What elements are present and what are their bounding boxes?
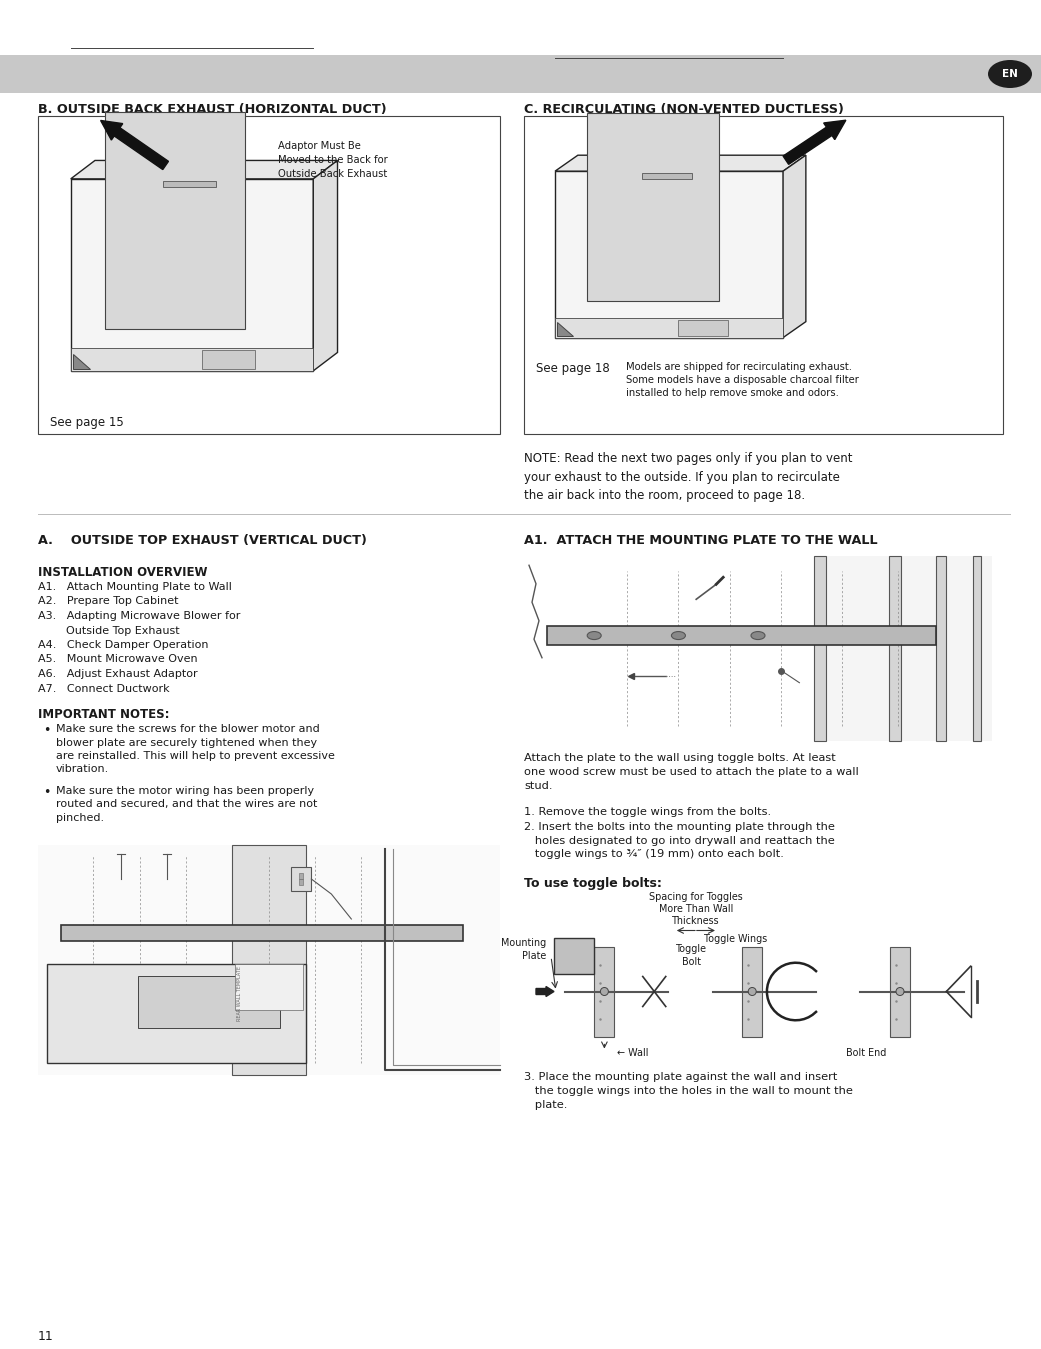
Bar: [71, 348, 313, 371]
Bar: [39, 116, 500, 434]
Bar: [0, 55, 1041, 93]
Text: A1.  ATTACH THE MOUNTING PLATE TO THE WALL: A1. ATTACH THE MOUNTING PLATE TO THE WAL…: [524, 534, 878, 546]
Text: C. RECIRCULATING (NON-VENTED DUCTLESS): C. RECIRCULATING (NON-VENTED DUCTLESS): [524, 103, 844, 116]
Text: holes designated to go into drywall and reattach the: holes designated to go into drywall and …: [524, 835, 835, 846]
Text: Bolt End: Bolt End: [846, 1048, 887, 1059]
Text: 2. Insert the bolts into the mounting plate through the: 2. Insert the bolts into the mounting pl…: [524, 822, 835, 832]
FancyArrow shape: [101, 120, 169, 170]
Text: Outside Top Exhaust: Outside Top Exhaust: [39, 626, 180, 635]
Text: blower plate are securely tightened when they: blower plate are securely tightened when…: [56, 738, 318, 747]
Bar: [678, 320, 729, 336]
Text: Make sure the motor wiring has been properly: Make sure the motor wiring has been prop…: [56, 786, 314, 796]
Text: Mounting
Plate: Mounting Plate: [501, 939, 545, 960]
Text: pinched.: pinched.: [56, 813, 104, 823]
Text: B. OUTSIDE BACK EXHAUST (HORIZONTAL DUCT): B. OUTSIDE BACK EXHAUST (HORIZONTAL DUCT…: [39, 103, 386, 116]
Text: ← Wall: ← Wall: [617, 1048, 649, 1059]
Bar: [47, 965, 306, 1063]
Text: are reinstalled. This will help to prevent excessive: are reinstalled. This will help to preve…: [56, 751, 335, 761]
FancyArrow shape: [783, 120, 846, 165]
Text: To use toggle bolts:: To use toggle bolts:: [524, 877, 662, 889]
Bar: [641, 173, 692, 179]
Text: EN: EN: [1002, 69, 1018, 80]
Text: vibration.: vibration.: [56, 765, 109, 774]
Circle shape: [896, 987, 904, 996]
Polygon shape: [73, 353, 90, 368]
Text: •: •: [43, 724, 50, 737]
Text: toggle wings to ¾″ (19 mm) onto each bolt.: toggle wings to ¾″ (19 mm) onto each bol…: [524, 849, 784, 859]
Text: installed to help remove smoke and odors.: installed to help remove smoke and odors…: [626, 389, 839, 398]
Text: See page 15: See page 15: [50, 415, 124, 429]
Polygon shape: [783, 155, 806, 337]
Bar: [548, 626, 936, 645]
Bar: [555, 171, 783, 337]
Circle shape: [601, 987, 608, 996]
Bar: [162, 181, 217, 188]
Text: INSTALLATION OVERVIEW: INSTALLATION OVERVIEW: [39, 567, 207, 579]
Bar: [202, 349, 255, 368]
Ellipse shape: [988, 59, 1032, 88]
Bar: [105, 112, 246, 329]
Polygon shape: [555, 155, 806, 171]
Text: 1. Remove the toggle wings from the bolts.: 1. Remove the toggle wings from the bolt…: [524, 807, 771, 817]
Text: Attach the plate to the wall using toggle bolts. At least
one wood screw must be: Attach the plate to the wall using toggl…: [524, 753, 859, 791]
Polygon shape: [313, 161, 337, 371]
Bar: [936, 556, 946, 741]
Bar: [300, 873, 303, 880]
Polygon shape: [557, 321, 573, 336]
Bar: [39, 844, 500, 1075]
Text: A1.   Attach Mounting Plate to Wall: A1. Attach Mounting Plate to Wall: [39, 581, 232, 592]
Bar: [587, 113, 719, 301]
Bar: [524, 116, 1002, 434]
Bar: [554, 938, 594, 974]
Bar: [235, 965, 303, 1010]
Text: A5.   Mount Microwave Oven: A5. Mount Microwave Oven: [39, 654, 198, 665]
Text: A7.   Connect Ductwork: A7. Connect Ductwork: [39, 684, 170, 693]
Text: Make sure the screws for the blower motor and: Make sure the screws for the blower moto…: [56, 724, 320, 734]
Text: IMPORTANT NOTES:: IMPORTANT NOTES:: [39, 708, 170, 720]
Text: A4.   Check Damper Operation: A4. Check Damper Operation: [39, 639, 208, 650]
Bar: [890, 947, 910, 1036]
Bar: [742, 947, 762, 1036]
Text: routed and secured, and that the wires are not: routed and secured, and that the wires a…: [56, 800, 318, 809]
FancyArrow shape: [536, 986, 554, 997]
Ellipse shape: [587, 631, 602, 639]
Bar: [300, 880, 303, 885]
Bar: [232, 844, 306, 1075]
Text: REAR WALL TEMPLATE: REAR WALL TEMPLATE: [237, 966, 243, 1021]
Text: A3.   Adapting Microwave Blower for: A3. Adapting Microwave Blower for: [39, 611, 240, 621]
Text: Spacing for Toggles
More Than Wall
Thickness: Spacing for Toggles More Than Wall Thick…: [649, 892, 743, 927]
Text: Models are shipped for recirculating exhaust.: Models are shipped for recirculating exh…: [626, 362, 852, 372]
Bar: [137, 975, 280, 1028]
Ellipse shape: [671, 631, 685, 639]
Text: Adaptor Must Be
Moved to the Back for
Outside Back Exhaust: Adaptor Must Be Moved to the Back for Ou…: [278, 142, 388, 179]
Text: 11: 11: [39, 1330, 54, 1344]
Bar: [291, 867, 311, 890]
Text: NOTE: Read the next two pages only if you plan to vent
your exhaust to the outsi: NOTE: Read the next two pages only if yo…: [524, 452, 853, 502]
Text: See page 18: See page 18: [536, 362, 610, 375]
Bar: [594, 947, 614, 1036]
Bar: [973, 556, 982, 741]
Text: 3. Place the mounting plate against the wall and insert
   the toggle wings into: 3. Place the mounting plate against the …: [524, 1071, 853, 1109]
Bar: [555, 317, 783, 337]
Bar: [61, 925, 463, 942]
Text: •: •: [43, 786, 50, 799]
Bar: [889, 556, 902, 741]
Text: Toggle
Bolt: Toggle Bolt: [676, 944, 707, 967]
Text: Some models have a disposable charcoal filter: Some models have a disposable charcoal f…: [626, 375, 859, 384]
Bar: [814, 556, 827, 741]
Text: Toggle Wings: Toggle Wings: [705, 935, 768, 944]
Text: A6.   Adjust Exhaust Adaptor: A6. Adjust Exhaust Adaptor: [39, 669, 198, 679]
Text: A2.   Prepare Top Cabinet: A2. Prepare Top Cabinet: [39, 596, 178, 607]
Circle shape: [748, 987, 756, 996]
Ellipse shape: [751, 631, 765, 639]
Bar: [814, 556, 992, 741]
Bar: [71, 179, 313, 371]
Polygon shape: [71, 161, 337, 179]
Text: A.    OUTSIDE TOP EXHAUST (VERTICAL DUCT): A. OUTSIDE TOP EXHAUST (VERTICAL DUCT): [39, 534, 366, 546]
